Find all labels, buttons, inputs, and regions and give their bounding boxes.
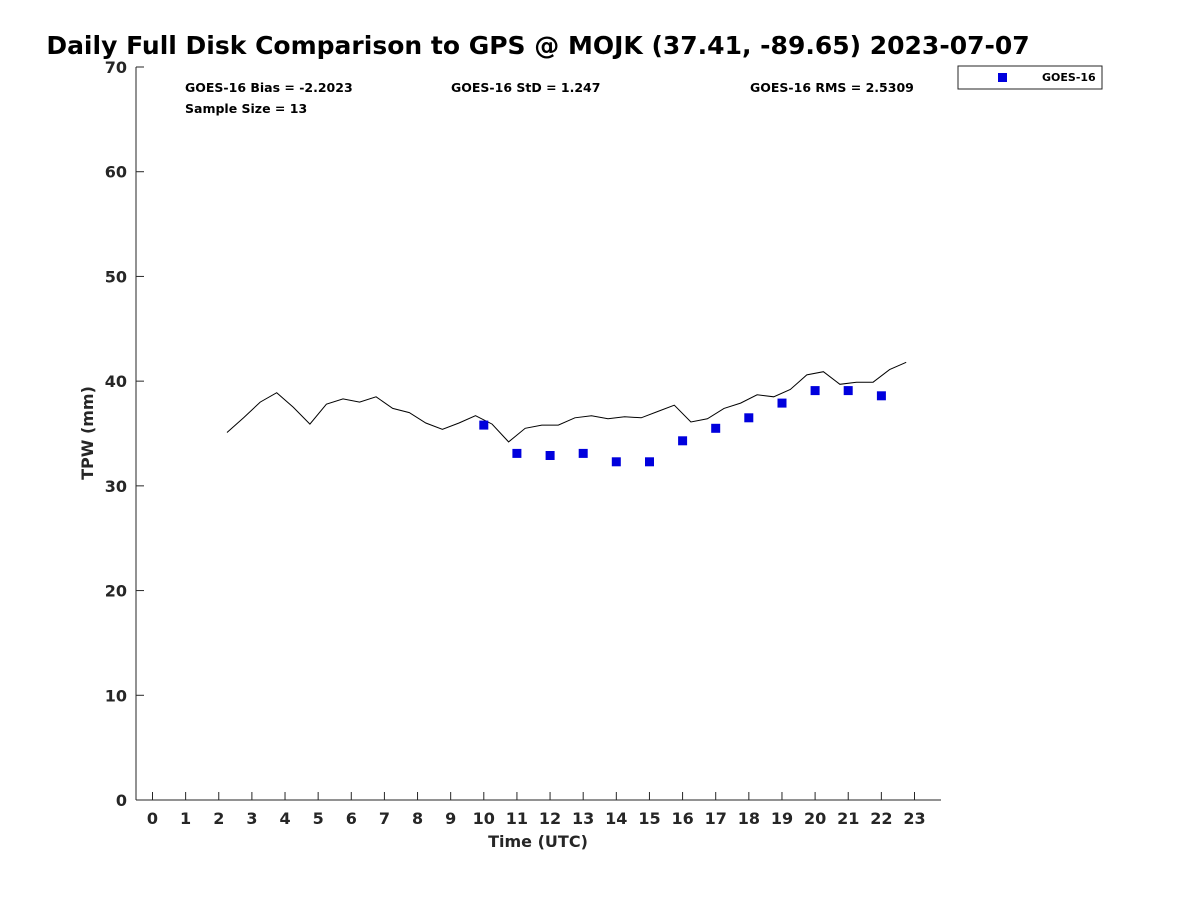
x-tick-label: 13: [572, 809, 594, 828]
goes16-point: [678, 436, 688, 446]
x-tick-label: 11: [506, 809, 528, 828]
y-tick-label: 0: [116, 791, 127, 810]
y-tick-label: 60: [105, 163, 127, 182]
x-tick-label: 0: [147, 809, 158, 828]
goes16-point: [810, 386, 820, 396]
goes16-point: [876, 391, 886, 401]
x-tick-label: 7: [379, 809, 390, 828]
series-layer: [226, 361, 907, 467]
goes16-point: [744, 413, 754, 423]
x-tick-label: 6: [346, 809, 357, 828]
goes16-point: [777, 398, 787, 408]
x-tick-label: 22: [870, 809, 892, 828]
x-tick-label: 16: [671, 809, 693, 828]
y-tick-label: 20: [105, 582, 127, 601]
x-tick-label: 2: [213, 809, 224, 828]
x-tick-label: 8: [412, 809, 423, 828]
x-tick-label: 17: [705, 809, 727, 828]
goes16-point: [645, 457, 654, 467]
x-axis-label: Time (UTC): [488, 832, 588, 851]
legend: GOES-16: [957, 65, 1103, 90]
x-tick-label: 15: [638, 809, 660, 828]
chart-title: Daily Full Disk Comparison to GPS @ MOJK…: [46, 31, 1029, 60]
legend-marker: [998, 73, 1007, 82]
goes16-point: [711, 423, 721, 433]
axes: [135, 67, 941, 801]
y-tick-label: 30: [105, 477, 127, 496]
x-tick-label: 18: [738, 809, 760, 828]
gps-line-series: [226, 361, 907, 443]
x-tick-label: 23: [903, 809, 925, 828]
y-ticks: 0 10 20 30 40 50 60 70: [105, 58, 144, 810]
goes16-point: [843, 386, 853, 396]
goes16-point: [512, 448, 522, 458]
bias-stat: GOES-16 Bias = -2.2023: [185, 80, 353, 95]
x-tick-label: 20: [804, 809, 826, 828]
x-tick-label: 21: [837, 809, 859, 828]
y-tick-label: 50: [105, 267, 127, 286]
x-tick-label: 12: [539, 809, 561, 828]
x-tick-label: 14: [605, 809, 627, 828]
y-tick-label: 70: [105, 58, 127, 77]
x-tick-label: 9: [445, 809, 456, 828]
x-tick-label: 3: [246, 809, 257, 828]
goes16-point: [479, 420, 489, 430]
x-ticks: 0 1 2 3 4 5 6 7 8 9 10 11 12 13 14 15 16 17 18 19 20 21 22 23: [147, 792, 926, 828]
goes16-point: [545, 451, 555, 460]
x-tick-label: 4: [279, 809, 290, 828]
sample-size-stat: Sample Size = 13: [185, 101, 307, 116]
y-tick-label: 10: [105, 686, 127, 705]
goes16-point: [578, 448, 588, 458]
legend-box: [957, 65, 1103, 90]
legend-label: GOES-16: [1042, 71, 1096, 84]
x-tick-label: 5: [313, 809, 324, 828]
rms-stat: GOES-16 RMS = 2.5309: [750, 80, 914, 95]
x-tick-label: 1: [180, 809, 191, 828]
goes16-point: [611, 457, 621, 467]
std-stat: GOES-16 StD = 1.247: [451, 80, 600, 95]
y-tick-label: 40: [105, 372, 127, 391]
x-tick-label: 19: [771, 809, 793, 828]
x-tick-label: 10: [473, 809, 495, 828]
y-axis-label: TPW (mm): [78, 386, 97, 480]
